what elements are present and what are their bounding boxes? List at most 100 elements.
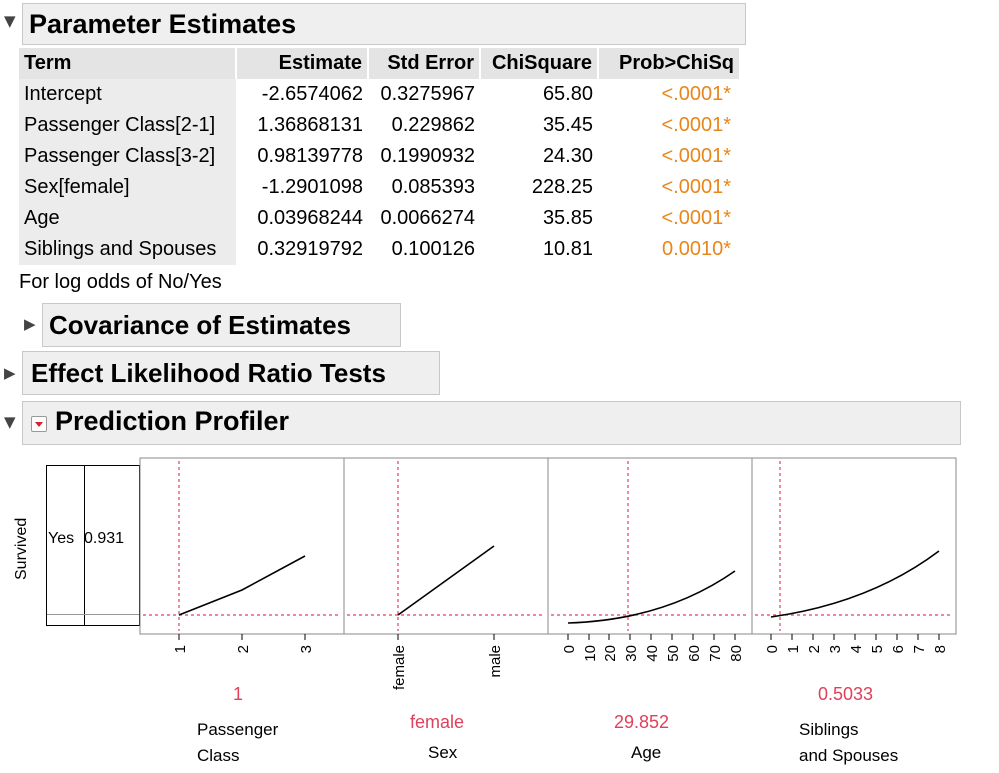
current-value-sex[interactable]: female: [410, 712, 465, 732]
std-error-cell: 0.0066274: [380, 207, 475, 229]
factor-label-sex: Sex: [428, 743, 458, 762]
tick-label: 10: [582, 645, 599, 662]
prediction-profiler-header[interactable]: Prediction Profiler: [22, 401, 961, 445]
factor-label-line: Class: [197, 746, 240, 765]
table-row: Sex[female] -1.2901098 0.085393 228.25 <…: [19, 172, 739, 203]
chisquare-cell: 228.25: [531, 176, 593, 198]
red-menu-icon[interactable]: [31, 416, 47, 432]
chisquare-cell: 35.45: [542, 114, 593, 136]
expand-triangle-icon[interactable]: ▶: [24, 315, 36, 333]
term-cell: Age: [19, 203, 236, 234]
panel-age[interactable]: [547, 457, 753, 635]
profile-trace-sex: [397, 545, 495, 616]
factor-label-siblings-spouses: Siblings and Spouses: [799, 717, 898, 769]
chisquare-cell: 24.30: [542, 145, 593, 167]
collapse-triangle-icon[interactable]: ▼: [4, 12, 16, 30]
std-error-cell: 0.3275967: [380, 83, 475, 105]
section-title: Parameter Estimates: [29, 9, 297, 39]
tick-label: 3: [298, 645, 315, 653]
chisquare-cell: 35.85: [542, 207, 593, 229]
std-error-cell: 0.085393: [391, 176, 475, 198]
box-baseline: [47, 614, 139, 615]
term-cell: Intercept: [19, 79, 236, 110]
current-value-siblings-spouses[interactable]: 0.5033: [818, 684, 874, 704]
effect-lr-header[interactable]: Effect Likelihood Ratio Tests: [22, 351, 440, 395]
term-cell: Siblings and Spouses: [19, 234, 236, 265]
tick-label: 2: [806, 645, 823, 653]
std-error-cell: 0.229862: [391, 114, 475, 136]
panel-siblings-spouses[interactable]: [751, 457, 957, 635]
panel-passenger-class[interactable]: [139, 457, 345, 635]
prob-cell: <.0001*: [661, 207, 731, 229]
response-value-box: Yes 0.931: [46, 465, 140, 626]
tick-label: 1: [785, 645, 802, 653]
chisquare-cell: 10.81: [542, 238, 593, 260]
factor-label-line: and Spouses: [799, 746, 899, 765]
expand-triangle-icon[interactable]: ▶: [4, 364, 16, 382]
tick-label: 20: [602, 645, 619, 662]
table-row: Age 0.03968244 0.0066274 35.85 <.0001*: [19, 203, 739, 234]
profile-trace-siblings-spouses: [770, 550, 940, 618]
estimate-cell: 0.98139778: [257, 145, 363, 167]
current-value-age[interactable]: 29.852: [614, 712, 670, 732]
prob-cell: 0.0010*: [662, 238, 731, 260]
tick-label: 60: [686, 645, 703, 662]
table-row: Passenger Class[2-1] 1.36868131 0.229862…: [19, 110, 739, 141]
prob-cell: <.0001*: [661, 114, 731, 136]
factor-label-line: Siblings: [799, 720, 859, 739]
estimate-cell: 0.03968244: [257, 207, 363, 229]
column-header[interactable]: Estimate: [236, 48, 369, 79]
tick-label: 0: [561, 645, 578, 653]
tick-label: male: [487, 645, 504, 678]
column-header[interactable]: Prob>ChiSq: [598, 48, 739, 79]
column-header[interactable]: Term: [19, 48, 237, 79]
tick-label: 50: [665, 645, 682, 662]
tick-label: 70: [707, 645, 724, 662]
factor-label-line: Passenger: [197, 720, 279, 739]
profile-trace-passenger-class: [178, 555, 306, 616]
tick-label: 2: [235, 645, 252, 653]
response-level: Yes: [48, 530, 75, 547]
box-divider: [84, 466, 85, 625]
current-value-passenger-class[interactable]: 1: [233, 684, 244, 704]
tick-label: 40: [644, 645, 661, 662]
tick-label: 80: [728, 645, 745, 662]
factor-label-age: Age: [631, 743, 662, 762]
log-odds-note: For log odds of No/Yes: [19, 271, 222, 293]
std-error-cell: 0.100126: [391, 238, 475, 260]
estimate-cell: -1.2901098: [261, 176, 363, 198]
prob-cell: <.0001*: [661, 145, 731, 167]
term-cell: Sex[female]: [19, 172, 236, 203]
section-title: Effect Likelihood Ratio Tests: [31, 358, 386, 388]
covariance-header[interactable]: Covariance of Estimates: [42, 303, 401, 347]
tick-label: 8: [932, 645, 949, 653]
tick-label: 7: [911, 645, 928, 653]
panel-sex[interactable]: [343, 457, 549, 635]
column-header[interactable]: ChiSquare: [480, 48, 599, 79]
table-row: Intercept -2.6574062 0.3275967 65.80 <.0…: [19, 79, 739, 110]
tick-label: 30: [623, 645, 640, 662]
collapse-triangle-icon[interactable]: ▼: [4, 413, 16, 431]
estimate-cell: -2.6574062: [261, 83, 363, 105]
table-row: Passenger Class[3-2] 0.98139778 0.199093…: [19, 141, 739, 172]
term-cell: Passenger Class[3-2]: [19, 141, 236, 172]
chisquare-cell: 65.80: [542, 83, 593, 105]
profile-trace-age: [567, 570, 736, 624]
response-value: 0.931: [84, 530, 125, 547]
tick-label: 6: [890, 645, 907, 653]
prob-cell: <.0001*: [661, 176, 731, 198]
estimate-cell: 1.36868131: [257, 114, 363, 136]
tick-label: 5: [869, 645, 886, 653]
column-header[interactable]: Std Error: [368, 48, 481, 79]
std-error-cell: 0.1990932: [380, 145, 475, 167]
estimate-cell: 0.32919792: [257, 238, 363, 260]
tick-label: 4: [848, 645, 865, 653]
tick-marks: [178, 634, 940, 640]
section-title: Covariance of Estimates: [49, 310, 352, 340]
tick-label: 3: [827, 645, 844, 653]
parameter-estimates-header[interactable]: Parameter Estimates: [22, 3, 746, 45]
term-cell: Passenger Class[2-1]: [19, 110, 236, 141]
prob-cell: <.0001*: [661, 83, 731, 105]
tick-label: 1: [172, 645, 189, 653]
